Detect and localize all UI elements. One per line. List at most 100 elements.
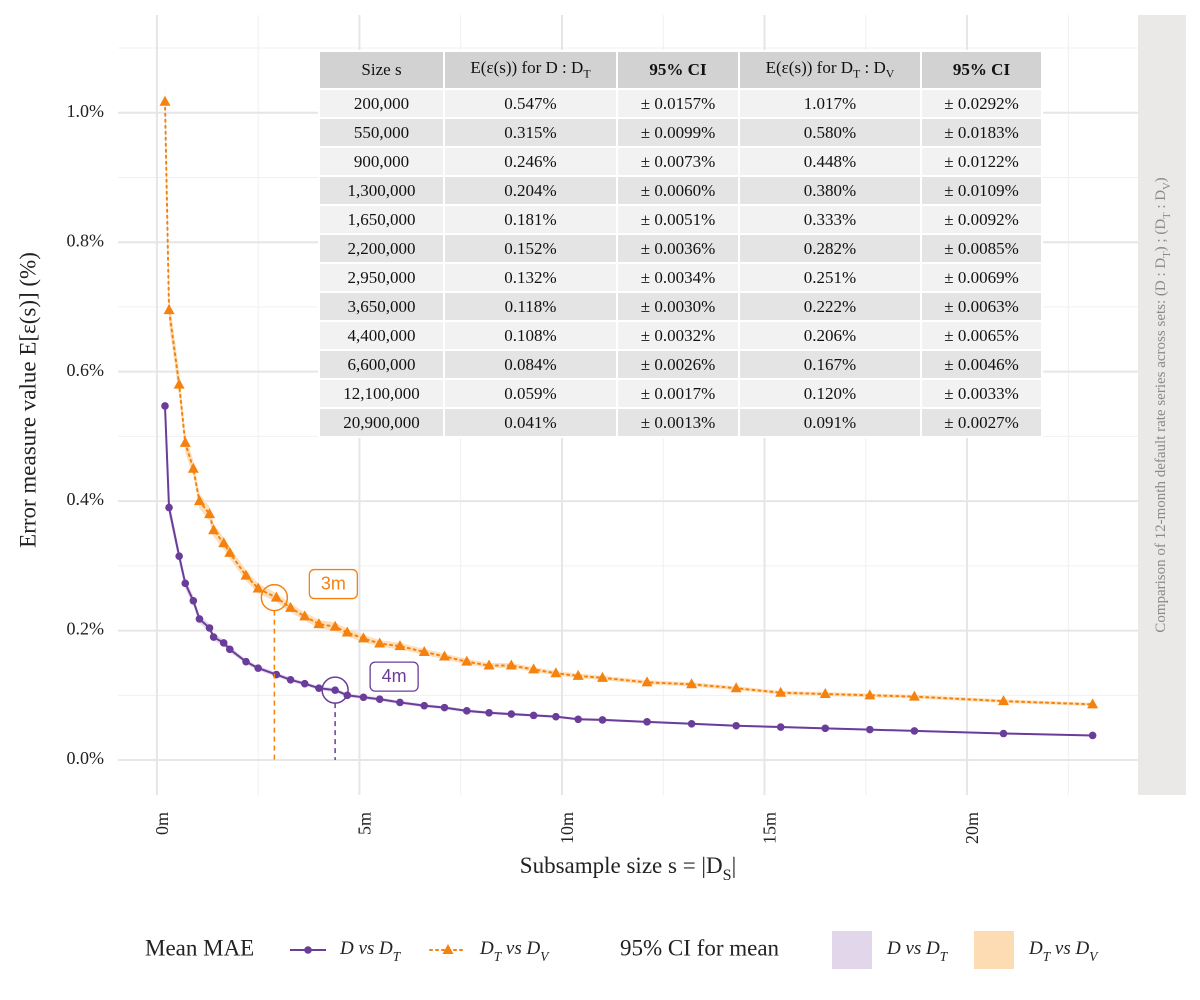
data-point (641, 676, 653, 687)
subscript: T (494, 949, 503, 964)
data-point (866, 725, 874, 734)
data-point (189, 597, 198, 605)
subscript: V (1089, 949, 1099, 964)
data-point (396, 698, 404, 707)
data-point (286, 675, 295, 684)
data-point (357, 632, 369, 643)
data-point (821, 724, 830, 733)
table-body: 200,000 0.547% ± 0.0157% 1.017% ± 0.0292% 550… (318, 88, 1043, 438)
data-point (218, 537, 230, 548)
annotation-label: 3m (321, 573, 346, 593)
table-cell: ± 0.0085% (920, 233, 1043, 264)
table-cell: 0.084% (443, 349, 618, 380)
data-point (187, 462, 199, 473)
legend-label: DT vs DV (1028, 938, 1099, 963)
table-cell: 2,950,000 (318, 262, 445, 293)
table-cell: ± 0.0026% (616, 349, 740, 380)
data-point (999, 729, 1008, 738)
text-part: ) (1153, 177, 1169, 182)
table-cell: 0.315% (443, 117, 618, 148)
data-point (1088, 731, 1097, 740)
subscript: T (940, 949, 949, 964)
table-cell: 0.206% (738, 320, 922, 351)
legend-label: DT vs DV (479, 938, 550, 963)
table-cell: 12,100,000 (318, 378, 445, 409)
data-point (687, 719, 696, 728)
table-header-cell: E(ε(s)) for D : DT (443, 50, 618, 90)
data-point (224, 546, 236, 557)
data-point (462, 707, 471, 715)
text-part: Subsample size s = |D (520, 853, 723, 878)
data-point (161, 402, 169, 410)
table-cell: ± 0.0073% (616, 146, 740, 177)
data-point (299, 610, 311, 621)
table-cell: 0.167% (738, 349, 922, 380)
text-part: | (732, 853, 737, 878)
data-point (179, 436, 191, 447)
y-tick-label: 0.8% (67, 230, 105, 250)
annotation-circle (260, 583, 289, 612)
data-point (159, 95, 171, 106)
data-point (165, 503, 173, 512)
data-point (776, 723, 785, 731)
facet-strip-label: Comparison of 12-month default rate seri… (1153, 177, 1172, 632)
data-point (394, 640, 406, 651)
data-point (552, 712, 560, 721)
data-point (205, 624, 214, 632)
table-cell: 0.251% (738, 262, 922, 293)
table-row: 1,300,000 0.204% ± 0.0060% 0.380% ± 0.0109% (318, 175, 1043, 206)
table-cell: 0.204% (443, 175, 618, 206)
text-part: vs D (501, 938, 540, 959)
table-cell: 1.017% (738, 88, 922, 119)
subscript: S (723, 867, 732, 884)
legend-marker (304, 946, 312, 954)
annotation-label: 4m (382, 666, 407, 686)
data-point (285, 601, 297, 612)
table-cell: ± 0.0109% (920, 175, 1043, 206)
data-point (329, 620, 341, 631)
subscript: T (853, 66, 861, 81)
annotation-box (369, 661, 419, 692)
table-cell: 6,600,000 (318, 349, 445, 380)
legend-title: 95% CI for mean (620, 935, 780, 960)
legend-marker (442, 944, 454, 954)
summary-table: Size s E(ε(s)) for D : DT 95% CI E(ε(s)) fo… (318, 50, 1043, 438)
table-header-cell: Size s (318, 50, 445, 90)
x-tick-label: 5m (355, 812, 375, 835)
data-point (195, 615, 204, 623)
subscript: T (1043, 949, 1052, 964)
text-part: : D (860, 58, 886, 78)
table-cell: 550,000 (318, 117, 445, 148)
annotation-circle (321, 676, 349, 704)
table-row: 2,200,000 0.152% ± 0.0036% 0.282% ± 0.0085% (318, 233, 1043, 264)
text-part: Comparison of 12-month default rate seri… (1153, 258, 1169, 633)
table-cell: 0.246% (443, 146, 618, 177)
data-point (420, 701, 429, 710)
table-cell: ± 0.0069% (920, 262, 1043, 293)
subscript: T (1162, 212, 1173, 219)
data-point (315, 684, 323, 692)
facet-strip (1138, 15, 1186, 795)
table-cell: ± 0.0092% (920, 204, 1043, 235)
data-point (528, 663, 540, 674)
data-point (1087, 698, 1099, 709)
data-point (374, 637, 386, 648)
data-point (730, 682, 742, 693)
data-point (252, 582, 264, 593)
legend-title: Mean MAE (145, 935, 254, 960)
data-point (440, 703, 449, 712)
y-axis-title: Error measure value E[ε(s)] (%) (15, 252, 40, 548)
data-point (254, 664, 262, 672)
table-header-cell: 95% CI (616, 50, 740, 90)
x-axis-title: Subsample size s = |DS| (520, 853, 736, 884)
data-point (173, 378, 185, 389)
x-tick-label: 10m (557, 812, 577, 844)
table-cell: ± 0.0027% (920, 407, 1043, 438)
table-cell: ± 0.0033% (920, 378, 1043, 409)
table-cell: ± 0.0122% (920, 146, 1043, 177)
table-cell: ± 0.0017% (616, 378, 740, 409)
data-point (686, 678, 698, 689)
table-cell: 2,200,000 (318, 233, 445, 264)
